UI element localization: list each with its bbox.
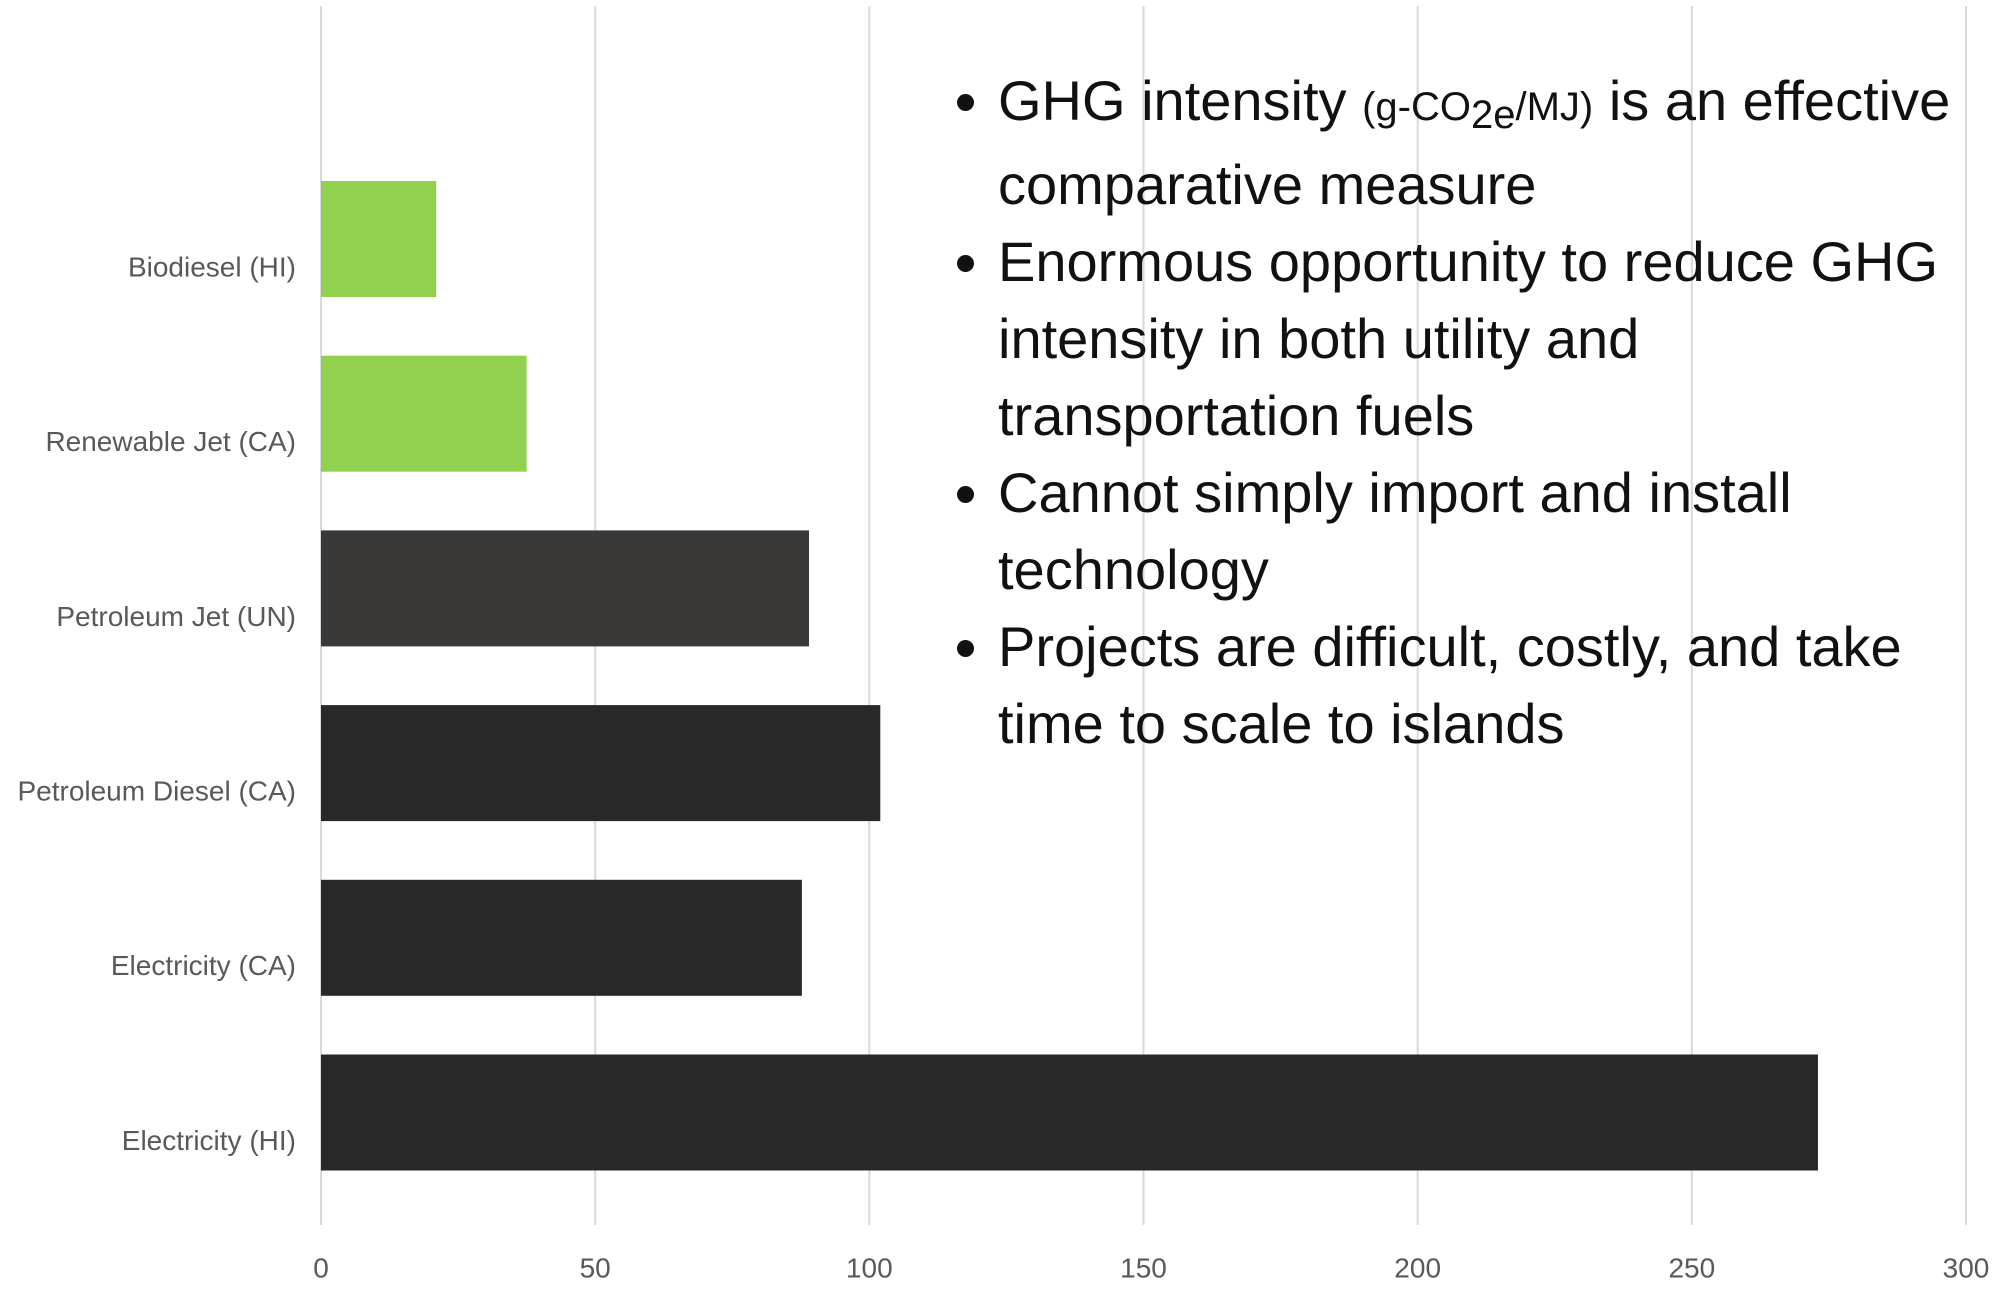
- x-tick-label: 100: [846, 1252, 893, 1283]
- bar: [321, 1054, 1818, 1171]
- x-tick-label: 0: [313, 1252, 329, 1283]
- bullet-list: GHG intensity (g-CO2e/MJ) is an effectiv…: [904, 62, 1994, 762]
- y-tick-label: Electricity (HI): [122, 1125, 296, 1156]
- y-tick-label: Petroleum Jet (UN): [56, 601, 296, 632]
- bullet-item: Enormous opportunity to reduce GHG inten…: [998, 223, 1994, 454]
- bullet-text: GHG intensity: [998, 69, 1363, 132]
- bullet-text: Cannot simply import and install technol…: [998, 461, 1792, 601]
- bullet-item: GHG intensity (g-CO2e/MJ) is an effectiv…: [998, 62, 1994, 223]
- x-tick-label: 200: [1394, 1252, 1441, 1283]
- bullet-text: 2e: [1471, 93, 1516, 137]
- x-tick-label: 50: [580, 1252, 611, 1283]
- bar: [321, 355, 527, 472]
- bar: [321, 879, 802, 996]
- bar: [321, 530, 810, 647]
- bullet-text: Projects are difficult, costly, and take…: [998, 615, 1902, 755]
- bullet-text: /MJ): [1515, 85, 1594, 129]
- bar: [321, 705, 881, 822]
- y-tick-label: Renewable Jet (CA): [45, 426, 296, 457]
- bullet-text: is an effective comparative measure: [998, 69, 1951, 216]
- bullet-text: Enormous opportunity to reduce GHG inten…: [998, 230, 1939, 447]
- bullet-item: Projects are difficult, costly, and take…: [998, 608, 1994, 762]
- x-tick-label: 250: [1668, 1252, 1715, 1283]
- bullet-text: (g-CO: [1362, 85, 1471, 129]
- x-tick-label: 300: [1943, 1252, 1990, 1283]
- y-tick-label: Electricity (CA): [111, 950, 296, 981]
- x-tick-label: 150: [1120, 1252, 1167, 1283]
- bar: [321, 181, 437, 297]
- y-tick-label: Petroleum Diesel (CA): [17, 775, 296, 806]
- y-tick-label: Biodiesel (HI): [128, 251, 296, 282]
- bullet-item: Cannot simply import and install technol…: [998, 454, 1994, 608]
